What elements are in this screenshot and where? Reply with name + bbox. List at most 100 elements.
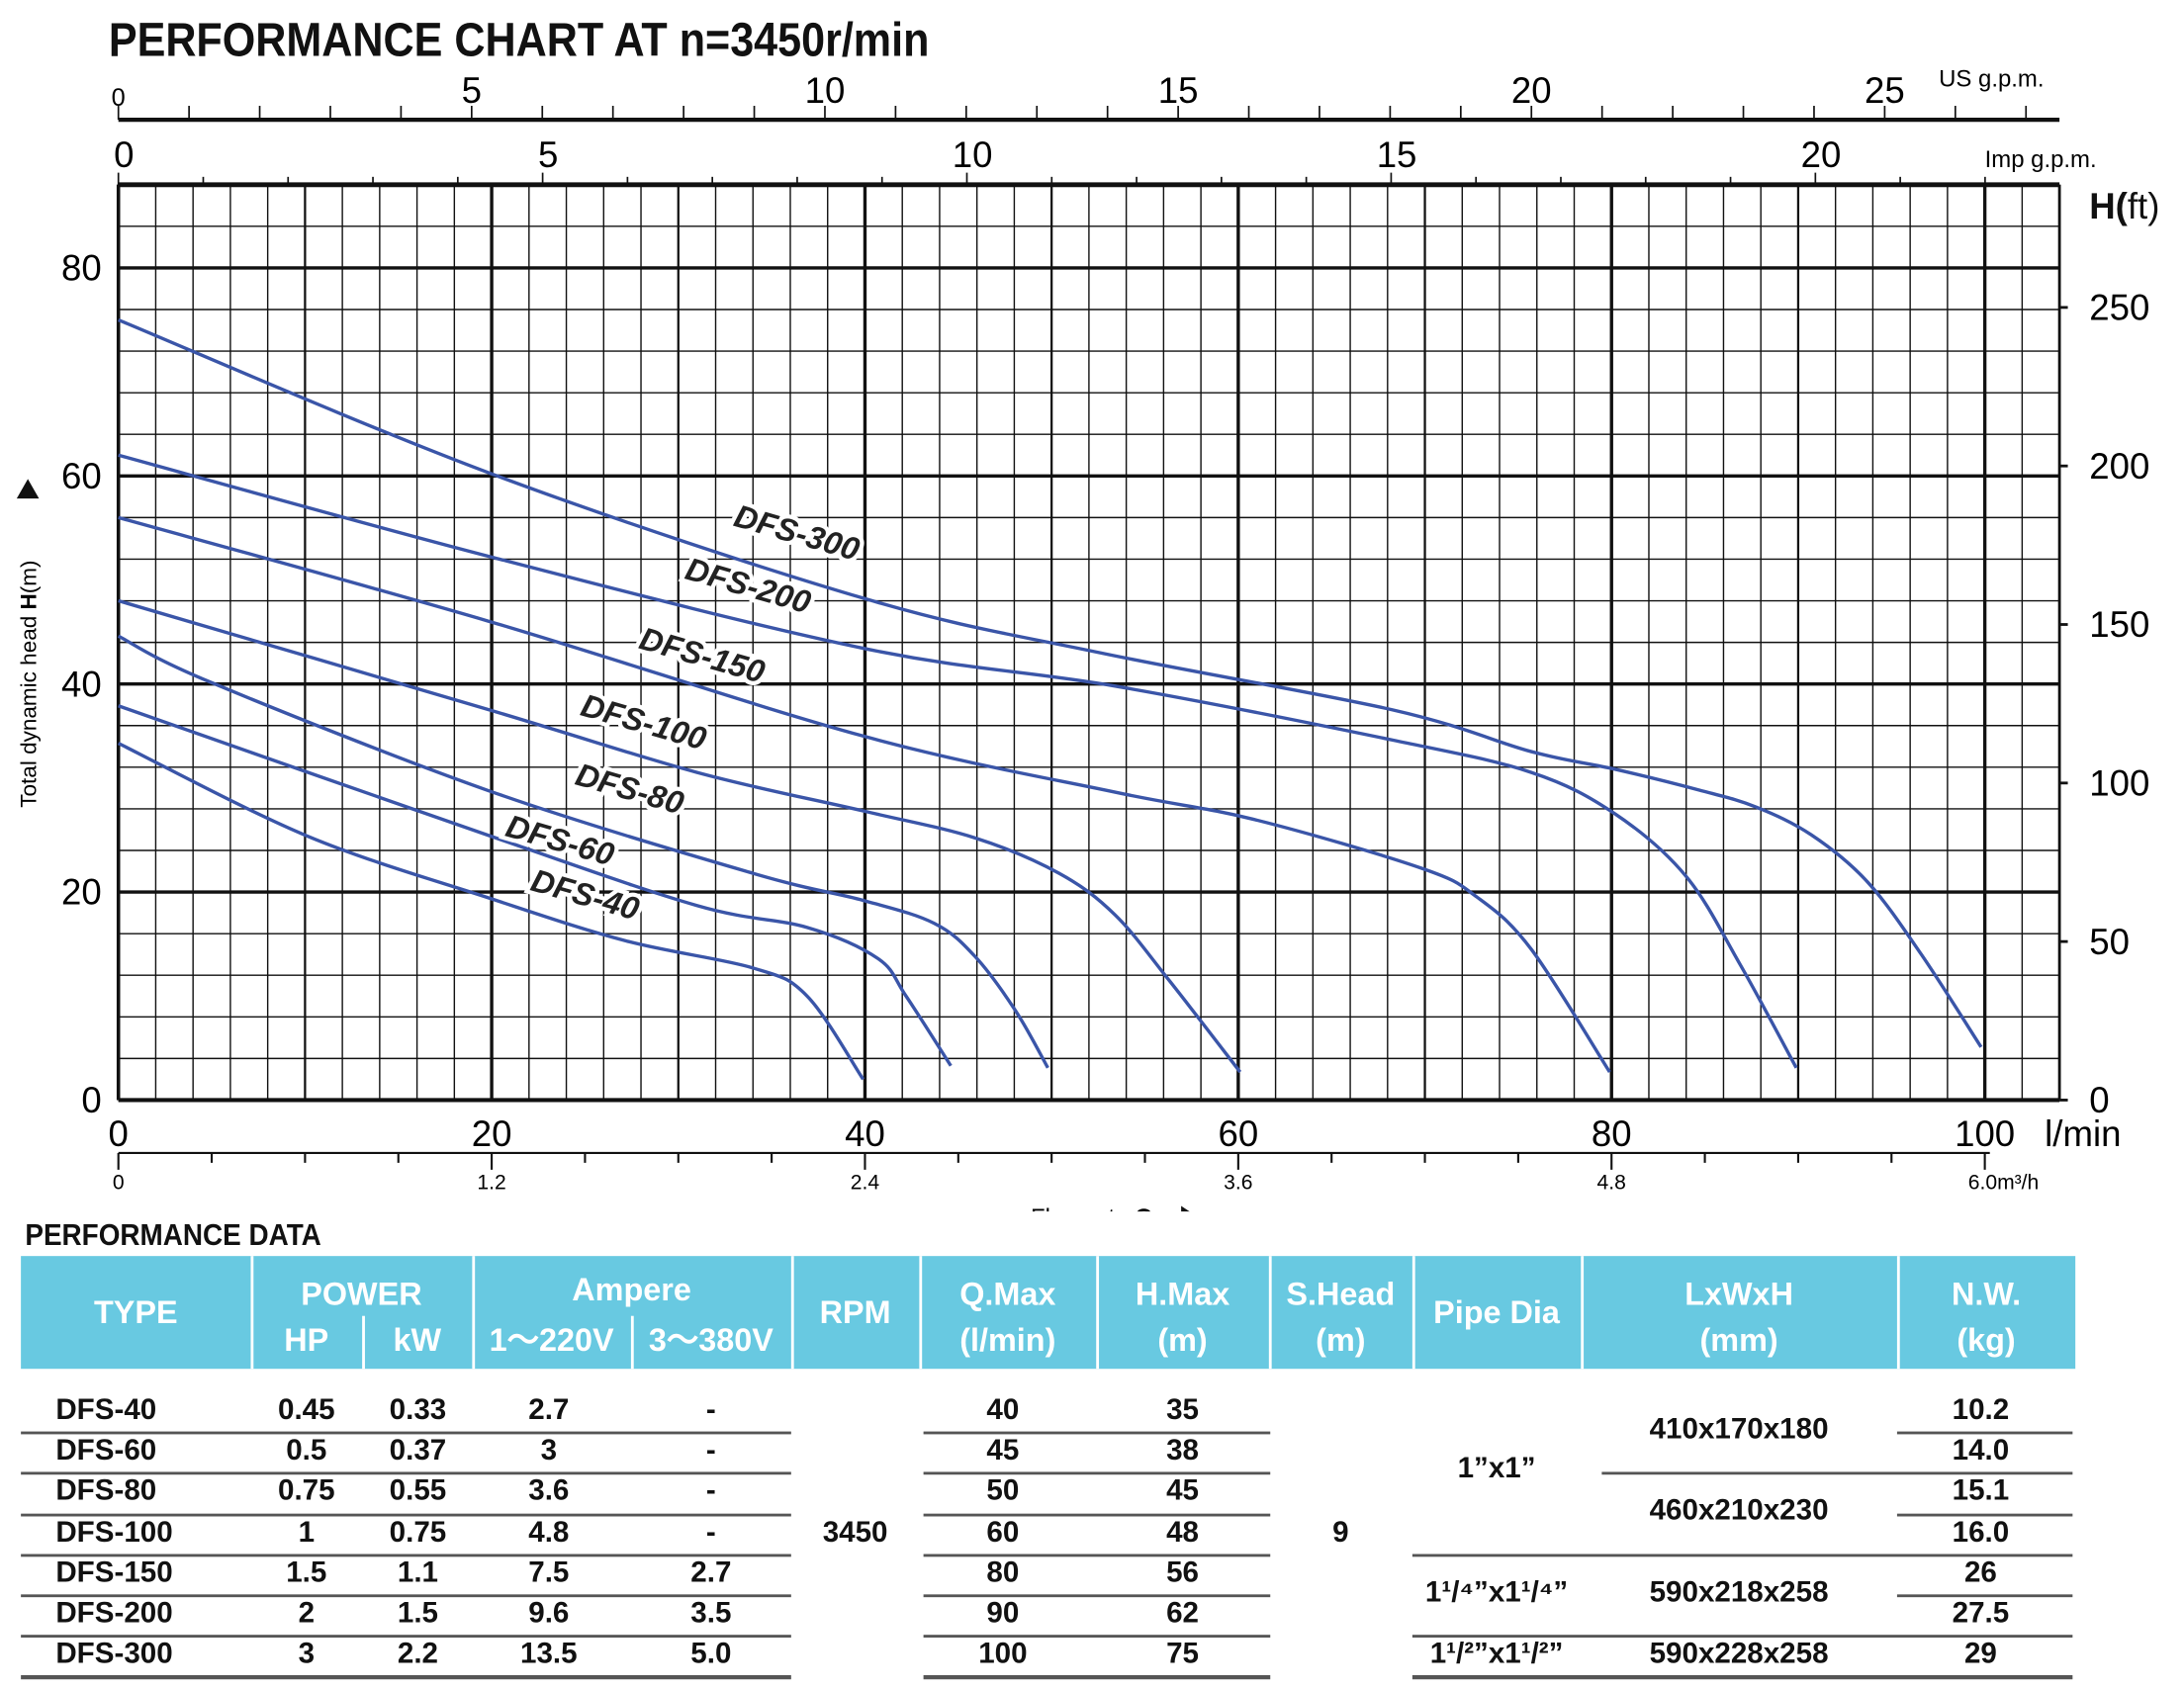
series-label-dfs-100: DFS-100 bbox=[578, 687, 710, 756]
x-tick-label: 60 bbox=[1218, 1113, 1258, 1154]
cell-a220: 9.6 bbox=[528, 1597, 570, 1630]
us-gpm-tick-label: 10 bbox=[805, 70, 846, 111]
header-ampere: Ampere bbox=[572, 1271, 691, 1308]
cell-kw: 1.5 bbox=[397, 1597, 438, 1630]
cell-hp: 0.5 bbox=[286, 1434, 327, 1467]
ft-tick-label: 250 bbox=[2089, 288, 2149, 328]
cell-a380: 5.0 bbox=[690, 1638, 732, 1670]
cell-rpm: 3450 bbox=[822, 1515, 888, 1549]
header-a220: 1～220V bbox=[489, 1321, 614, 1358]
cell-type: DFS-100 bbox=[55, 1515, 173, 1549]
cell-a220: 4.8 bbox=[528, 1515, 570, 1549]
cell-hmax: 56 bbox=[1166, 1556, 1199, 1589]
row-divider bbox=[1896, 1594, 2073, 1598]
y-tick-label: 60 bbox=[61, 456, 102, 496]
cell-a380: 3.5 bbox=[690, 1597, 732, 1630]
ft-tick-label: 50 bbox=[2089, 922, 2130, 962]
m3h-tick-label: 2.4 bbox=[851, 1172, 880, 1195]
y-tick-label: 20 bbox=[61, 872, 102, 913]
cell-hmax: 45 bbox=[1166, 1474, 1199, 1508]
row-divider bbox=[1601, 1471, 2073, 1475]
header-type: TYPE bbox=[93, 1293, 178, 1330]
cell-kw: 1.1 bbox=[397, 1556, 438, 1589]
cell-type: DFS-150 bbox=[55, 1556, 173, 1589]
table-title: PERFORMANCE DATA bbox=[25, 1216, 321, 1252]
header-nw_u: (kg) bbox=[1956, 1321, 2016, 1358]
header-a380: 3～380V bbox=[648, 1321, 774, 1358]
imp-gpm-tick-label: 15 bbox=[1377, 134, 1417, 175]
cell-qmax: 40 bbox=[986, 1393, 1020, 1426]
cell-type: DFS-40 bbox=[55, 1393, 157, 1426]
header-dims_u: (mm) bbox=[1699, 1321, 1778, 1358]
cell-a220: 3.6 bbox=[528, 1474, 570, 1508]
cell-qmax: 90 bbox=[986, 1597, 1020, 1630]
cell-nw: 16.0 bbox=[1952, 1515, 2010, 1549]
row-divider bbox=[923, 1513, 1271, 1516]
imp-gpm-tick-label: 0 bbox=[114, 134, 134, 175]
cell-nw: 29 bbox=[1963, 1638, 1997, 1670]
row-divider bbox=[1896, 1431, 2073, 1435]
m3h-tick-label: 4.8 bbox=[1597, 1172, 1626, 1195]
cell-kw: 0.75 bbox=[389, 1515, 447, 1549]
row-divider bbox=[21, 1471, 791, 1475]
header-divider bbox=[1581, 1256, 1585, 1370]
header-hp: HP bbox=[284, 1321, 329, 1358]
cell-a220: 3 bbox=[540, 1434, 558, 1467]
curve-dfs-200 bbox=[118, 453, 1798, 1069]
cell-a380: 2.7 bbox=[690, 1556, 732, 1589]
x-tick-label: 20 bbox=[472, 1113, 512, 1154]
header-shead: S.Head bbox=[1286, 1275, 1396, 1312]
cell-a220: 7.5 bbox=[528, 1556, 570, 1589]
curve-dfs-60 bbox=[118, 704, 953, 1067]
cell-type: DFS-60 bbox=[55, 1434, 157, 1467]
row-divider bbox=[21, 1513, 791, 1516]
cell-qmax: 45 bbox=[986, 1434, 1020, 1467]
curve-dfs-40 bbox=[117, 742, 864, 1081]
imp-gpm-tick-label: 20 bbox=[1801, 134, 1842, 175]
ft-tick-label: 100 bbox=[2089, 762, 2149, 803]
header-divider bbox=[919, 1256, 923, 1370]
cell-kw: 2.2 bbox=[397, 1638, 438, 1670]
curve-dfs-100 bbox=[118, 598, 1242, 1074]
imp-gpm-unit-label: Imp g.p.m. bbox=[1985, 146, 2097, 173]
cell-shead: 9 bbox=[1332, 1515, 1349, 1549]
row-divider bbox=[21, 1635, 791, 1639]
header-hmax_u: (m) bbox=[1157, 1321, 1208, 1358]
m3h-tick-label: 0 bbox=[113, 1172, 125, 1195]
ft-tick-label: 0 bbox=[2089, 1080, 2109, 1120]
cell-nw: 10.2 bbox=[1952, 1393, 2010, 1426]
cell-a220: 2.7 bbox=[528, 1393, 570, 1426]
cell-nw: 15.1 bbox=[1952, 1474, 2010, 1508]
cell-hmax: 62 bbox=[1166, 1597, 1199, 1630]
cell-type: DFS-80 bbox=[55, 1474, 157, 1508]
header-divider bbox=[1896, 1256, 1900, 1370]
m3h-tick-label: 1.2 bbox=[477, 1172, 505, 1195]
y-tick-label: 40 bbox=[61, 664, 102, 704]
y-tick-label: 0 bbox=[81, 1080, 101, 1120]
arrow-right-icon bbox=[1181, 1205, 1190, 1212]
imp-gpm-tick-label: 5 bbox=[538, 134, 558, 175]
cell-qmax: 60 bbox=[986, 1515, 1020, 1549]
header-divider bbox=[250, 1256, 254, 1370]
cell-pipe: 1¹/⁴”x1¹/⁴” bbox=[1424, 1575, 1569, 1609]
x-unit-label: l/min bbox=[2045, 1113, 2121, 1154]
header-pipe: Pipe Dia bbox=[1433, 1293, 1560, 1330]
header-rpm: RPM bbox=[819, 1293, 891, 1330]
header-divider bbox=[790, 1256, 794, 1370]
cell-pipe: 1¹/²”x1¹/²” bbox=[1429, 1638, 1564, 1670]
header-power: POWER bbox=[301, 1275, 422, 1312]
cell-a220: 13.5 bbox=[520, 1638, 578, 1670]
cell-kw: 0.33 bbox=[389, 1393, 447, 1426]
curve-dfs-80 bbox=[117, 634, 1049, 1069]
header-qmax: Q.Max bbox=[959, 1275, 1056, 1312]
header-divider bbox=[1096, 1256, 1100, 1370]
cell-hmax: 75 bbox=[1166, 1638, 1199, 1670]
cell-hp: 2 bbox=[298, 1597, 316, 1630]
row-divider bbox=[21, 1675, 791, 1680]
cell-nw: 26 bbox=[1963, 1556, 1997, 1589]
cell-qmax: 100 bbox=[978, 1638, 1028, 1670]
row-divider bbox=[923, 1594, 1271, 1598]
header-divider bbox=[472, 1256, 476, 1370]
